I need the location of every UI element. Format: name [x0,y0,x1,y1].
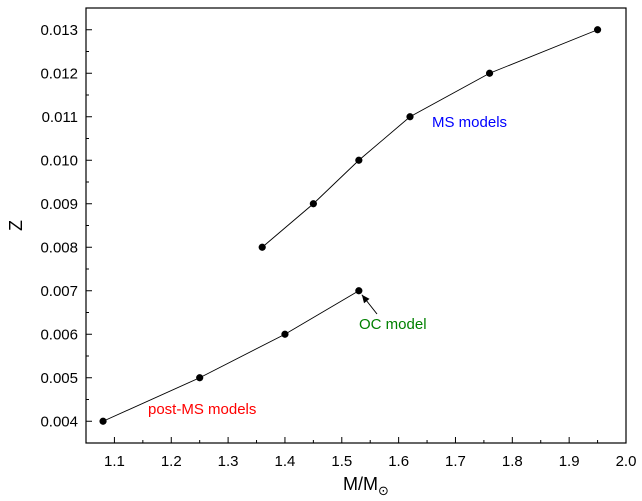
x-tick-label: 2.0 [616,453,637,470]
data-point [281,330,289,338]
x-tick-label: 1.5 [331,453,352,470]
series-line-1 [102,290,360,422]
x-tick-label: 1.6 [388,453,409,470]
x-axis-label: M/M⊙ [343,474,389,498]
x-tick-label: 1.9 [559,453,580,470]
x-tick-label: 1.3 [218,453,239,470]
data-point [355,156,363,164]
series-label-post-ms-models: post-MS models [148,401,256,418]
y-ticks: 0.004 0.005 0.006 0.007 0.008 0.009 0.010 0.011… [40,22,92,430]
annotations: MS models post-MS models OC model [148,114,507,418]
y-tick-label: 0.011 [42,109,78,126]
y-tick-label: 0.004 [40,413,78,430]
annotation-oc-model: OC model [359,316,427,333]
data-point [99,417,107,425]
x-tick-label: 1.2 [161,453,182,470]
y-axis-label: Z [6,220,26,231]
x-ticks: 1.1 1.2 1.3 1.4 1.5 1.6 1.7 1.8 1.9 2.0 [104,437,636,470]
x-axis-label-subscript: ⊙ [378,483,389,498]
y-tick-label: 0.005 [40,370,78,387]
series [99,26,602,425]
axes [85,7,627,444]
x-tick-label: 1.8 [502,453,523,470]
plot-frame [85,7,627,444]
x-tick-label: 1.7 [445,453,466,470]
y-tick-label: 0.009 [40,196,78,213]
data-point [309,200,317,208]
y-tick-label: 0.010 [40,152,78,169]
y-tick-label: 0.006 [40,326,78,343]
y-tick-label: 0.013 [40,22,78,39]
x-tick-label: 1.4 [275,453,296,470]
annotation-arrow-head [361,294,370,304]
y-tick-label: 0.007 [40,283,78,300]
labels: Z M/M⊙ [6,220,389,498]
data-point [355,287,363,295]
y-tick-label: 0.008 [40,239,78,256]
series-label-ms-models: MS models [432,114,507,131]
data-point [196,374,204,382]
data-point [485,69,494,77]
x-tick-label: 1.1 [104,453,125,470]
series-line-0 [261,29,598,248]
data-point [593,26,602,34]
y-tick-label: 0.012 [40,65,78,82]
x-axis-label-main: M/M [343,474,378,494]
data-point [258,243,266,251]
data-point [406,113,414,121]
